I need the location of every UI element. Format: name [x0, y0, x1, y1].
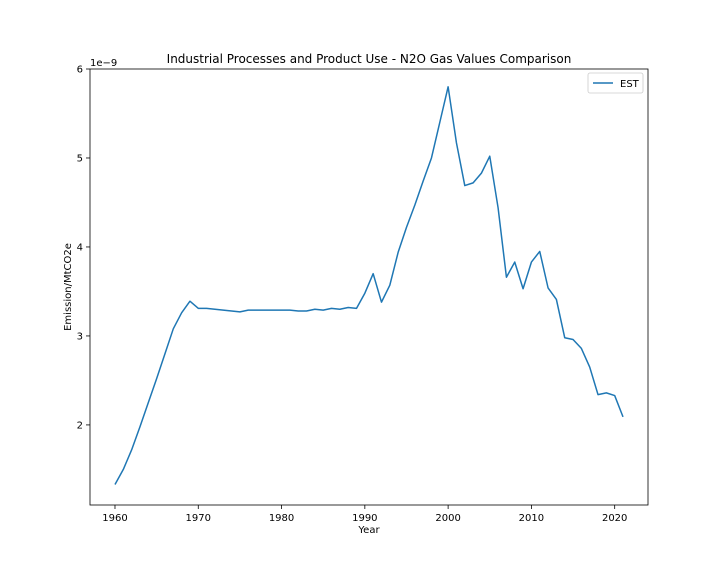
legend-label-est: EST: [620, 79, 640, 90]
x-tick-label: 2010: [519, 513, 544, 524]
y-offset-label: 1e−9: [90, 58, 117, 69]
y-tick-label: 6: [77, 65, 83, 76]
chart-title: Industrial Processes and Product Use - N…: [167, 52, 572, 66]
legend-box: [587, 72, 644, 94]
series-line-est: [114, 86, 624, 485]
x-axis-ticks: 1960 1970 1980 1990 2000 2010 2020: [102, 505, 627, 524]
x-tick-label: 2020: [602, 513, 627, 524]
x-axis-label: Year: [357, 525, 380, 536]
y-tick-label: 3: [77, 331, 83, 342]
x-tick-label: 1970: [186, 513, 211, 524]
y-tick-label: 4: [77, 242, 83, 253]
x-tick-label: 1980: [269, 513, 294, 524]
y-axis-label: Emission/MtCO2e: [63, 243, 74, 331]
series-layer: [114, 86, 624, 485]
x-tick-label: 2000: [435, 513, 460, 524]
plot-area: [90, 69, 648, 505]
plot-frame: [89, 68, 649, 506]
x-tick-label: 1990: [352, 513, 377, 524]
legend: EST: [587, 72, 644, 94]
y-tick-label: 5: [77, 153, 83, 164]
x-tick-label: 1960: [102, 513, 127, 524]
y-axis-ticks: 2 3 4 5 6: [77, 65, 90, 431]
y-tick-label: 2: [77, 420, 83, 431]
